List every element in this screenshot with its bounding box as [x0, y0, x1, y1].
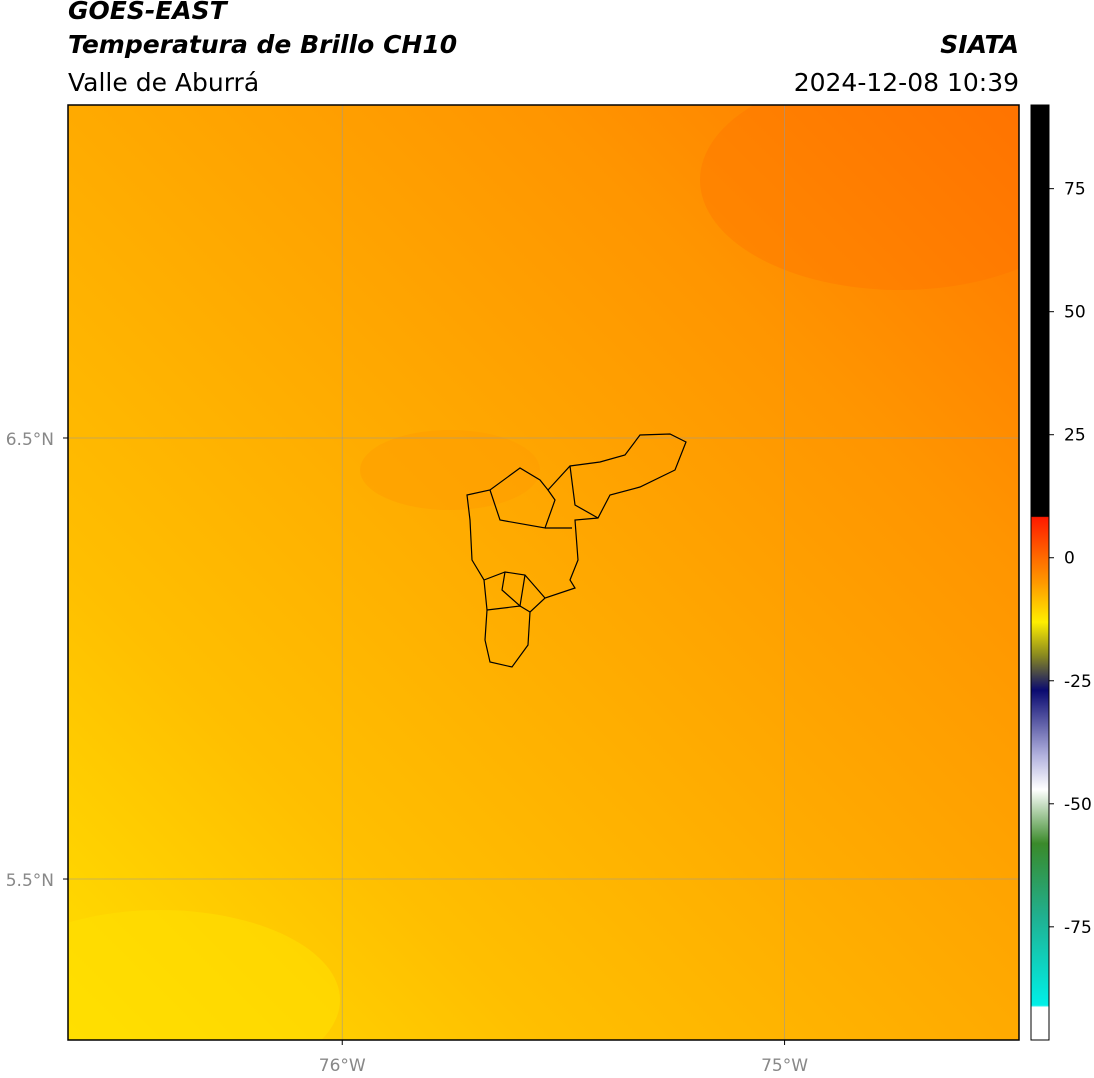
colorbar-tick-label: 25 — [1064, 426, 1086, 446]
patch — [360, 430, 540, 510]
x-tick-label: 75°W — [761, 1056, 808, 1076]
cool-patch — [68, 910, 340, 1040]
x-tick-label: 76°W — [319, 1056, 366, 1076]
colorbar-tick-label: 75 — [1064, 180, 1086, 200]
colorbar — [1030, 104, 1050, 1041]
colorbar-tick-label: -25 — [1064, 672, 1092, 692]
source: SIATA — [940, 30, 1019, 59]
colorbar-tick-label: 50 — [1064, 303, 1086, 323]
colorbar-tick-label: 0 — [1064, 549, 1075, 569]
y-tick-label: 6.5°N — [6, 430, 54, 450]
municipality-outlines — [466, 433, 687, 668]
warm-patch — [700, 105, 1019, 290]
map-frame — [67, 104, 1020, 1041]
region: Valle de Aburrá — [68, 68, 259, 97]
map-field — [68, 105, 1019, 1040]
temperature-field — [68, 105, 1019, 1040]
title: GOES-EAST — [68, 0, 229, 25]
y-tick-label: 5.5°N — [6, 871, 54, 891]
subtitle: Temperatura de Brillo CH10 — [68, 30, 457, 59]
colorbar-tick-label: -75 — [1064, 918, 1092, 938]
grid — [68, 105, 1019, 1040]
colorbar-ticks: -75 -50 -25 0 25 50 75 — [1049, 180, 1092, 938]
map-ticks: 76°W 75°W 5.5°N 6.5°N — [6, 430, 808, 1076]
colorbar-tick-label: -50 — [1064, 795, 1092, 815]
datetime: 2024-12-08 10:39 — [794, 68, 1019, 97]
